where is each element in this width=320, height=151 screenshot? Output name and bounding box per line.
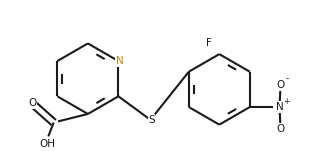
Text: O: O [276,80,284,90]
Text: O: O [28,98,36,108]
Text: O: O [276,124,284,134]
Text: S: S [148,115,155,125]
Text: N: N [116,56,123,66]
Text: OH: OH [39,139,55,149]
Text: F: F [206,39,212,48]
Text: -: - [286,74,289,83]
Text: +: + [284,97,290,106]
Text: N: N [276,102,284,112]
